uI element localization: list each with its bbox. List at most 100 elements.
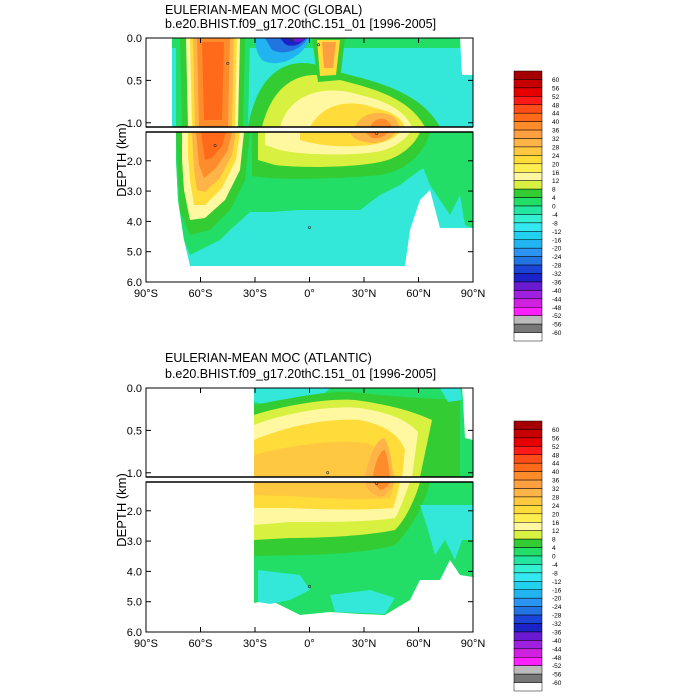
colorbar-swatch: [513, 454, 543, 464]
colorbar-swatch: [513, 112, 543, 122]
colorbar-label: 48: [552, 452, 560, 459]
colorbar-swatch: [513, 581, 543, 590]
colorbar-swatch: [513, 530, 543, 540]
colorbar-swatch: [513, 665, 543, 675]
global-feature-north-atlantic-overturning: [375, 132, 379, 136]
colorbar-swatch: [513, 307, 543, 316]
colorbar-label: -36: [552, 279, 562, 286]
colorbar-swatch: [513, 547, 543, 557]
global-ylabel: DEPTH (km): [114, 123, 129, 197]
atlantic-xtick-label: 60°S: [189, 638, 213, 650]
atlantic-title-line2: b.e20.BHIST.f09_g17.20thC.151_01 [1996-2…: [165, 367, 436, 381]
colorbar-swatch: [513, 572, 543, 582]
colorbar-swatch: [513, 155, 543, 165]
atlantic-ytick-label: 5.0: [127, 597, 142, 609]
colorbar-label: -48: [552, 305, 562, 312]
global-ytick-label: 3.0: [127, 186, 142, 198]
colorbar-swatch: [513, 273, 543, 283]
global-ytick-label: 6.0: [127, 277, 142, 289]
atlantic-feature-atlantic-overturning-core: [375, 482, 379, 486]
colorbar-label: 8: [552, 187, 556, 194]
colorbar-label: -32: [552, 271, 562, 278]
colorbar-swatch: [513, 538, 543, 548]
colorbar-swatch: [513, 298, 543, 308]
colorbar-swatch: [513, 614, 543, 624]
colorbar-swatch: [513, 437, 543, 447]
colorbar-swatch: [513, 471, 543, 481]
colorbar-swatch: [513, 138, 543, 148]
global-ytick-label: 0.5: [127, 75, 142, 87]
global-ytick-label: 4.0: [127, 216, 142, 228]
atlantic-ytick-label: 2.0: [127, 506, 142, 518]
colorbar-swatch: [513, 290, 543, 300]
atlantic-ylabel: DEPTH (km): [114, 473, 129, 547]
colorbar-swatch: [513, 222, 543, 232]
global-feature-tropical-negative-cell: [289, 38, 293, 42]
colorbar-label: 44: [552, 111, 560, 118]
colorbar-label: -28: [552, 263, 562, 270]
global-moc-panel: EULERIAN-MEAN MOC (GLOBAL) b.e20.BHIST.f…: [114, 3, 485, 300]
global-ytick-label: 1.0: [127, 118, 142, 130]
colorbar-label: 16: [552, 170, 560, 177]
colorbar-label: 40: [552, 469, 560, 476]
colorbar-label: -44: [552, 646, 562, 653]
colorbar-label: 16: [552, 520, 560, 527]
colorbar-swatch: [513, 214, 543, 224]
colorbar-label: -56: [552, 322, 562, 329]
atlantic-ytick-label: 4.0: [127, 566, 142, 578]
colorbar-swatch: [513, 479, 543, 489]
colorbar-label: -40: [552, 638, 562, 645]
colorbar-label: -28: [552, 613, 562, 620]
colorbar-label: 24: [552, 503, 560, 510]
colorbar-label: -40: [552, 288, 562, 295]
colorbar-swatch: [513, 673, 543, 683]
colorbar-label: 20: [552, 511, 560, 518]
colorbar-label: 28: [552, 144, 560, 151]
colorbar-label: -32: [552, 621, 562, 628]
colorbar-swatch: [513, 682, 543, 692]
colorbar-label: 56: [552, 85, 560, 92]
colorbar-label: 52: [552, 444, 560, 451]
global-xtick-label: 60°S: [189, 288, 213, 300]
colorbar-swatch: [513, 315, 543, 325]
global-feature-tropical-positive-cell: [317, 43, 321, 47]
colorbar-label: -20: [552, 246, 562, 253]
colorbar-label: 24: [552, 153, 560, 160]
colorbar-label: 36: [552, 478, 560, 485]
global-xtick-label: 90°N: [461, 288, 486, 300]
colorbar-label: 36: [552, 128, 560, 135]
colorbar-label: 56: [552, 435, 560, 442]
global-feature-deacon-cell: [226, 61, 230, 65]
colorbar-swatch: [513, 121, 543, 131]
colorbar-label: 12: [552, 178, 560, 185]
atlantic-title-line1: EULERIAN-MEAN MOC (ATLANTIC): [165, 351, 372, 365]
colorbar-swatch: [513, 264, 543, 274]
colorbar-swatch: [513, 429, 543, 439]
global-ytick-label: 5.0: [127, 247, 142, 259]
colorbar-swatch: [513, 239, 543, 249]
colorbar-label: 32: [552, 136, 560, 143]
global-x-ticks: 90°S 60°S 30°S 0° 30°N 60°N 90°N: [134, 38, 485, 300]
atlantic-moc-panel: EULERIAN-MEAN MOC (ATLANTIC) b.e20.BHIST…: [114, 351, 485, 650]
global-xtick-label: 90°S: [134, 288, 158, 300]
colorbar-label: -52: [552, 663, 562, 670]
colorbar-label: 28: [552, 494, 560, 501]
colorbar-label: 0: [552, 554, 556, 561]
colorbar-swatch: [513, 247, 543, 257]
colorbar-label: 20: [552, 161, 560, 168]
colorbar-label: -8: [552, 570, 558, 577]
colorbar-label: -16: [552, 587, 562, 594]
global-ytick-label: 0.0: [127, 33, 142, 45]
colorbar-label: -24: [552, 604, 562, 611]
global-feature-markers: [213, 38, 379, 229]
colorbar-label: 4: [552, 545, 556, 552]
colorbar-swatch: [513, 496, 543, 506]
colorbar-label: 44: [552, 461, 560, 468]
colorbar-swatch: [513, 129, 543, 139]
colorbar-swatch: [513, 462, 543, 472]
colorbar-label: -8: [552, 220, 558, 227]
colorbar-swatch: [513, 332, 543, 342]
colorbar-label: 32: [552, 486, 560, 493]
